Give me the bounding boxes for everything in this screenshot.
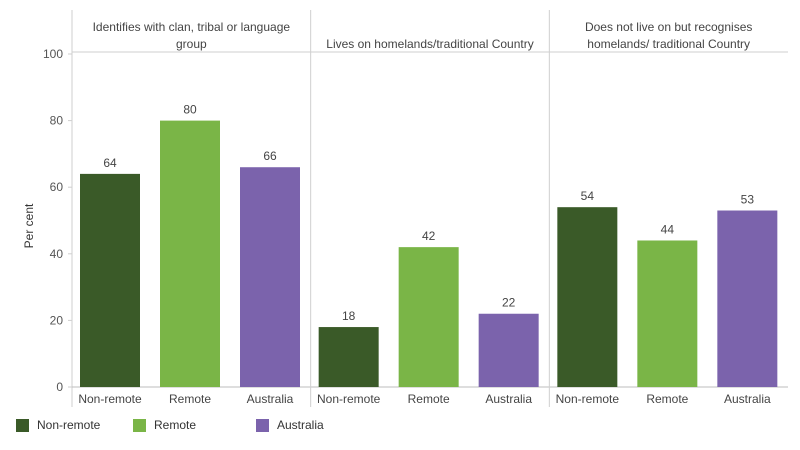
bar	[240, 167, 300, 387]
data-label: 64	[103, 156, 117, 170]
x-category-label: Australia	[485, 392, 532, 406]
x-category-label: Remote	[646, 392, 688, 406]
panel: Lives on homelands/traditional Country 18…	[317, 37, 539, 406]
data-label: 80	[183, 103, 197, 117]
data-label: 54	[581, 189, 595, 203]
panel-title: Does not live on but recognises	[585, 20, 752, 34]
data-label: 18	[342, 309, 356, 323]
data-label: 44	[661, 222, 675, 236]
x-category-label: Non-remote	[317, 392, 381, 406]
bar	[398, 247, 459, 387]
panel-title: homelands/ traditional Country	[587, 37, 750, 51]
panel-title: Lives on homelands/traditional Country	[326, 37, 533, 51]
panel: Does not live on but recognises homelands…	[556, 20, 778, 406]
x-category-label: Non-remote	[78, 392, 142, 406]
legend-item: Non-remote	[16, 418, 100, 432]
panel-title: group	[176, 37, 207, 51]
bar	[637, 240, 698, 387]
legend-swatch	[256, 418, 269, 432]
bar	[80, 173, 140, 387]
y-tick-label: 100	[43, 47, 63, 61]
panel: Identifies with clan, tribal or language…	[78, 20, 300, 406]
x-category-label: Remote	[169, 392, 211, 406]
x-category-label: Australia	[247, 392, 294, 406]
y-tick-label: 0	[56, 380, 63, 394]
bar	[717, 210, 778, 387]
data-label: 22	[502, 296, 516, 310]
x-category-label: Non-remote	[556, 392, 620, 406]
legend-swatch	[133, 418, 146, 432]
y-axis-label: Per cent	[22, 203, 36, 248]
y-axis: Per cent 0 20 40 60 80 100	[22, 47, 72, 394]
y-tick-label: 80	[50, 114, 64, 128]
data-label: 66	[263, 149, 277, 163]
chart-panels: Identifies with clan, tribal or language…	[78, 20, 778, 406]
x-category-label: Remote	[408, 392, 450, 406]
data-label: 53	[741, 193, 755, 207]
x-category-label: Australia	[724, 392, 771, 406]
legend-swatch	[16, 418, 29, 432]
bar	[478, 313, 539, 387]
bar	[160, 120, 220, 387]
panel-title: Identifies with clan, tribal or language	[93, 20, 291, 34]
legend-label: Remote	[154, 418, 197, 432]
bar	[318, 327, 379, 387]
y-tick-label: 60	[50, 180, 64, 194]
legend-item: Remote	[133, 418, 196, 432]
data-label: 42	[422, 229, 436, 243]
legend: Non-remote Remote Australia	[16, 418, 796, 438]
y-tick-label: 40	[50, 247, 64, 261]
legend-label: Australia	[277, 418, 324, 432]
legend-item: Australia	[256, 418, 324, 432]
legend-label: Non-remote	[37, 418, 101, 432]
y-tick-label: 20	[50, 313, 64, 327]
bar	[557, 207, 618, 387]
